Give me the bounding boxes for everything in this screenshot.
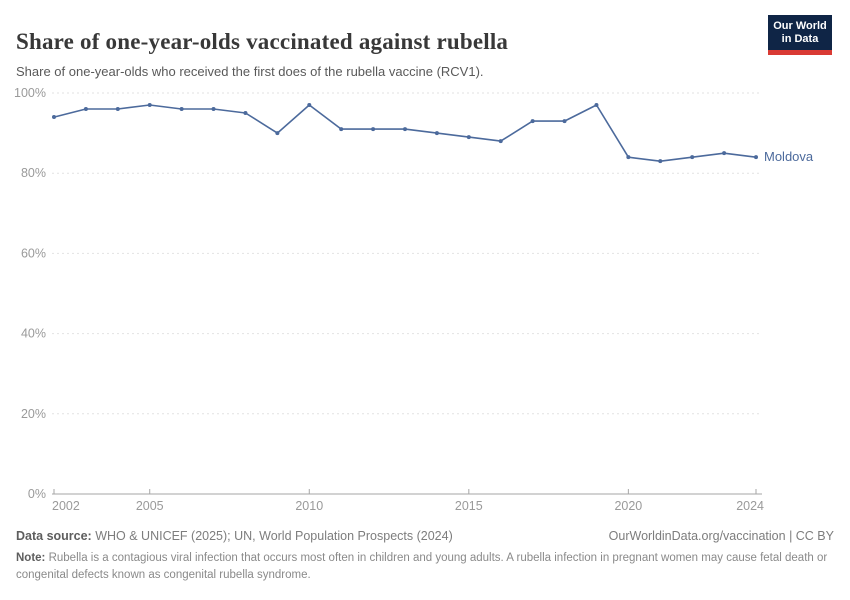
data-point[interactable] xyxy=(562,119,567,124)
y-gridlines xyxy=(52,92,762,495)
data-source-label: Data source: xyxy=(16,529,92,543)
chart-note: Note: Rubella is a contagious viral infe… xyxy=(16,550,828,583)
owid-logo-line1: Our World xyxy=(773,20,827,32)
data-point[interactable] xyxy=(498,139,503,144)
data-point[interactable] xyxy=(52,115,56,120)
data-point[interactable] xyxy=(403,127,407,132)
chart-subtitle: Share of one-year-olds who received the … xyxy=(16,64,484,79)
data-point[interactable] xyxy=(275,131,280,136)
x-tick-label: 2002 xyxy=(52,499,80,513)
data-point[interactable] xyxy=(626,155,631,160)
y-axis-labels: 0% 20% 40% 60% 80% 100% xyxy=(14,86,46,501)
data-point[interactable] xyxy=(211,107,216,112)
y-tick-label: 80% xyxy=(21,166,46,180)
series-line-moldova[interactable] xyxy=(53,104,757,162)
source-row: Data source: WHO & UNICEF (2025); UN, Wo… xyxy=(16,529,834,543)
data-point[interactable] xyxy=(307,103,312,108)
x-tick-label: 2015 xyxy=(455,499,483,513)
x-tick-label: 2020 xyxy=(614,499,642,513)
note-text: Rubella is a contagious viral infection … xyxy=(16,552,828,581)
x-axis: 2002 2005 2010 2015 2020 2024 xyxy=(52,489,764,513)
x-tick-label: 2010 xyxy=(295,499,323,513)
data-point[interactable] xyxy=(179,107,184,112)
data-source: Data source: WHO & UNICEF (2025); UN, Wo… xyxy=(16,529,453,543)
data-point[interactable] xyxy=(466,135,471,140)
x-tick-label: 2005 xyxy=(136,499,164,513)
y-tick-label: 100% xyxy=(14,86,46,100)
owid-logo-line2: in Data xyxy=(781,33,819,45)
data-point[interactable] xyxy=(339,127,344,132)
note-label: Note: xyxy=(16,552,46,564)
x-tick-label: 2024 xyxy=(736,499,764,513)
data-point[interactable] xyxy=(530,119,535,124)
data-point[interactable] xyxy=(371,127,376,132)
data-point[interactable] xyxy=(722,151,727,156)
data-point[interactable] xyxy=(147,103,152,108)
y-tick-label: 0% xyxy=(28,487,46,501)
y-tick-label: 40% xyxy=(21,327,46,341)
data-source-text: WHO & UNICEF (2025); UN, World Populatio… xyxy=(91,529,453,543)
data-point[interactable] xyxy=(243,111,248,116)
data-point[interactable] xyxy=(434,131,439,136)
series-points xyxy=(52,103,758,164)
attribution-link[interactable]: OurWorldinData.org/vaccination | CC BY xyxy=(608,529,834,543)
data-point[interactable] xyxy=(690,155,695,160)
data-point[interactable] xyxy=(658,159,663,164)
y-tick-label: 60% xyxy=(21,246,46,260)
owid-logo[interactable]: Our World in Data xyxy=(768,15,832,55)
data-point[interactable] xyxy=(83,107,88,112)
chart-title: Share of one-year-olds vaccinated agains… xyxy=(16,29,509,55)
chart-footer: Data source: WHO & UNICEF (2025); UN, Wo… xyxy=(16,529,834,583)
data-point[interactable] xyxy=(754,155,758,160)
series-label-moldova[interactable]: Moldova xyxy=(764,149,814,164)
y-tick-label: 20% xyxy=(21,407,46,421)
data-point[interactable] xyxy=(115,107,120,112)
data-point[interactable] xyxy=(594,103,599,108)
